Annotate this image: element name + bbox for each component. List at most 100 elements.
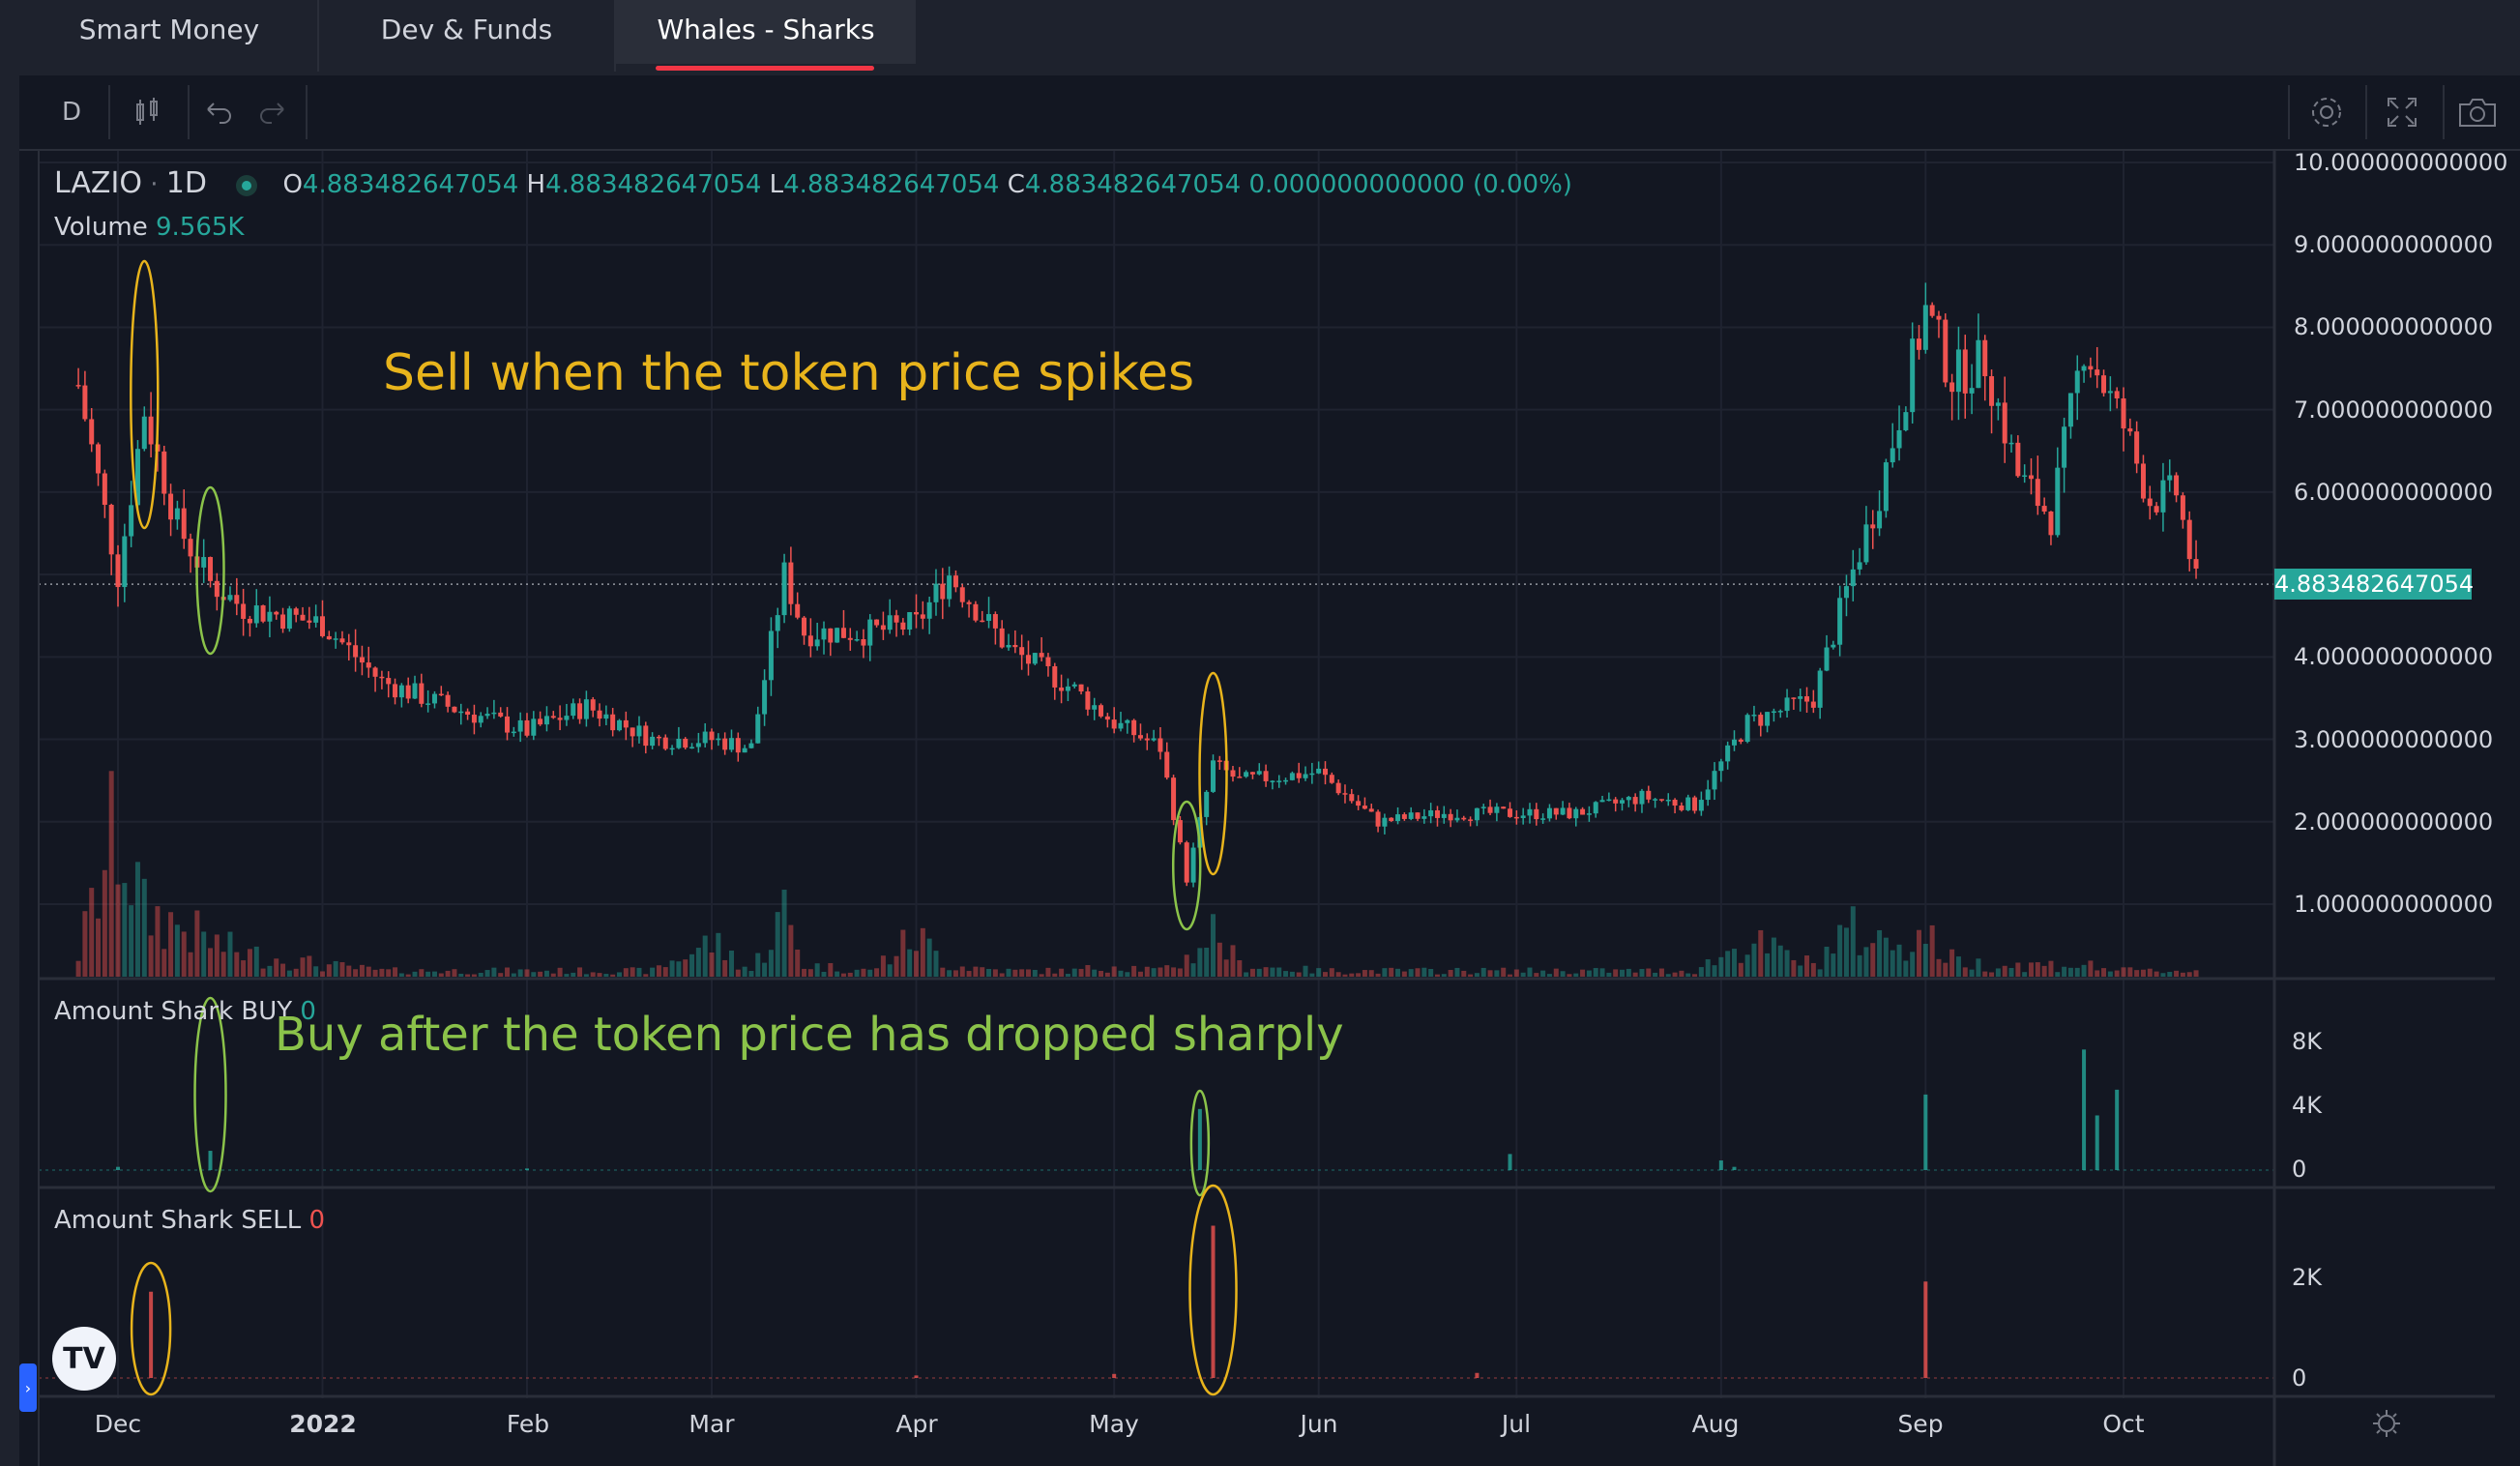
candle-body xyxy=(458,711,464,714)
tab-dev-funds[interactable]: Dev & Funds xyxy=(380,14,553,45)
volume-bar xyxy=(2127,967,2133,977)
candle-body xyxy=(1237,777,1243,778)
candle-body xyxy=(419,683,425,704)
expand-panel-icon[interactable]: › xyxy=(19,1363,37,1412)
candle-body xyxy=(1546,807,1552,819)
volume-bar xyxy=(1969,969,1975,977)
volume-bar xyxy=(564,974,570,977)
candle-body xyxy=(564,716,570,720)
volume-bar xyxy=(768,950,774,977)
candle-body xyxy=(274,611,279,615)
volume-bar xyxy=(1349,973,1355,977)
volume-bar xyxy=(630,967,635,977)
tradingview-logo-icon[interactable]: TV xyxy=(52,1327,116,1391)
time-tick: Jun xyxy=(1300,1410,1338,1438)
symbol-label[interactable]: LAZIO xyxy=(54,166,142,200)
candle-body xyxy=(1540,818,1546,820)
candle-body xyxy=(2081,366,2087,371)
volume-bar xyxy=(1586,970,1592,977)
candle-body xyxy=(1567,807,1572,819)
volume-bar xyxy=(610,974,616,977)
candle-body xyxy=(814,639,820,647)
candle-body xyxy=(234,595,240,604)
volume-bar xyxy=(2121,967,2126,977)
candle-body xyxy=(1620,800,1625,804)
volume-bar xyxy=(1052,973,1058,977)
volume-bar xyxy=(247,949,252,977)
volume-bar xyxy=(89,888,95,977)
time-tick: Oct xyxy=(2102,1410,2145,1438)
volume-bar xyxy=(386,969,392,977)
volume-bar xyxy=(1237,960,1243,977)
candle-body xyxy=(920,614,925,619)
volume-bar xyxy=(920,927,925,977)
candle-body xyxy=(1936,315,1942,320)
candle-body xyxy=(1837,598,1843,645)
candle-body xyxy=(214,580,220,598)
candle-body xyxy=(2147,498,2153,507)
interval-button[interactable]: D xyxy=(61,98,82,127)
settings-icon[interactable] xyxy=(2300,85,2354,139)
redo-icon[interactable] xyxy=(246,85,300,139)
candles-icon[interactable] xyxy=(120,85,174,139)
candle-body xyxy=(393,684,398,698)
volume-bar xyxy=(326,964,332,977)
candle-body xyxy=(188,539,193,557)
volume-bar xyxy=(914,951,920,977)
candle-body xyxy=(1322,768,1328,776)
shark-sell-bar xyxy=(1211,1225,1216,1378)
candle-body xyxy=(835,628,840,643)
candle-body xyxy=(1131,719,1137,736)
candle-body xyxy=(326,635,332,640)
volume-bar xyxy=(208,948,214,977)
candle-body xyxy=(1118,722,1124,729)
fullscreen-icon[interactable] xyxy=(2375,85,2429,139)
candle-body xyxy=(1157,738,1163,752)
volume-bar xyxy=(234,952,240,977)
candle-body xyxy=(129,505,134,537)
volume-bar xyxy=(319,971,325,977)
volume-bar xyxy=(1356,973,1362,977)
candle-body xyxy=(1006,644,1011,648)
volume-bar xyxy=(1877,929,1883,977)
candle-body xyxy=(854,638,860,641)
auto-scale-icon[interactable] xyxy=(2371,1408,2402,1439)
tab-whales-sharks[interactable]: Whales - Sharks xyxy=(616,0,916,64)
time-tick: Feb xyxy=(506,1410,550,1438)
annotation-ellipse xyxy=(193,996,227,1193)
candle-body xyxy=(1863,524,1869,563)
candle-body xyxy=(676,738,682,748)
volume-bar xyxy=(1104,972,1110,977)
volume-bar xyxy=(689,953,695,977)
candle-body xyxy=(2041,506,2047,512)
price-tick: 9.000000000000 xyxy=(2294,231,2494,258)
candle-body xyxy=(2154,506,2159,513)
volume-bar xyxy=(1606,972,1612,977)
tab-smart-money[interactable]: Smart Money xyxy=(78,14,260,45)
volume-bar xyxy=(1184,954,1189,977)
volume-bar xyxy=(762,962,768,977)
volume-bar xyxy=(2008,967,2014,977)
volume-bar xyxy=(1580,969,1586,977)
candle-body xyxy=(134,449,140,506)
volume-bar xyxy=(1903,960,1909,977)
candle-body xyxy=(1382,817,1388,827)
camera-icon[interactable] xyxy=(2450,85,2505,139)
toolbar-divider xyxy=(2443,85,2445,139)
volume-bar xyxy=(1448,969,1453,977)
volume-bar xyxy=(531,972,537,977)
undo-icon[interactable] xyxy=(191,85,246,139)
volume-bar xyxy=(419,969,425,977)
volume-bar xyxy=(1712,965,1717,977)
candle-body xyxy=(1613,799,1619,804)
candle-body xyxy=(2074,370,2080,394)
volume-bar xyxy=(880,955,886,977)
candle-body xyxy=(716,738,721,741)
open-label: O xyxy=(282,170,303,199)
volume-bar xyxy=(267,965,273,977)
time-tick: Mar xyxy=(689,1410,735,1438)
candle-body xyxy=(947,575,952,600)
volume-bar xyxy=(1573,973,1579,977)
volume-bar xyxy=(2081,964,2087,977)
